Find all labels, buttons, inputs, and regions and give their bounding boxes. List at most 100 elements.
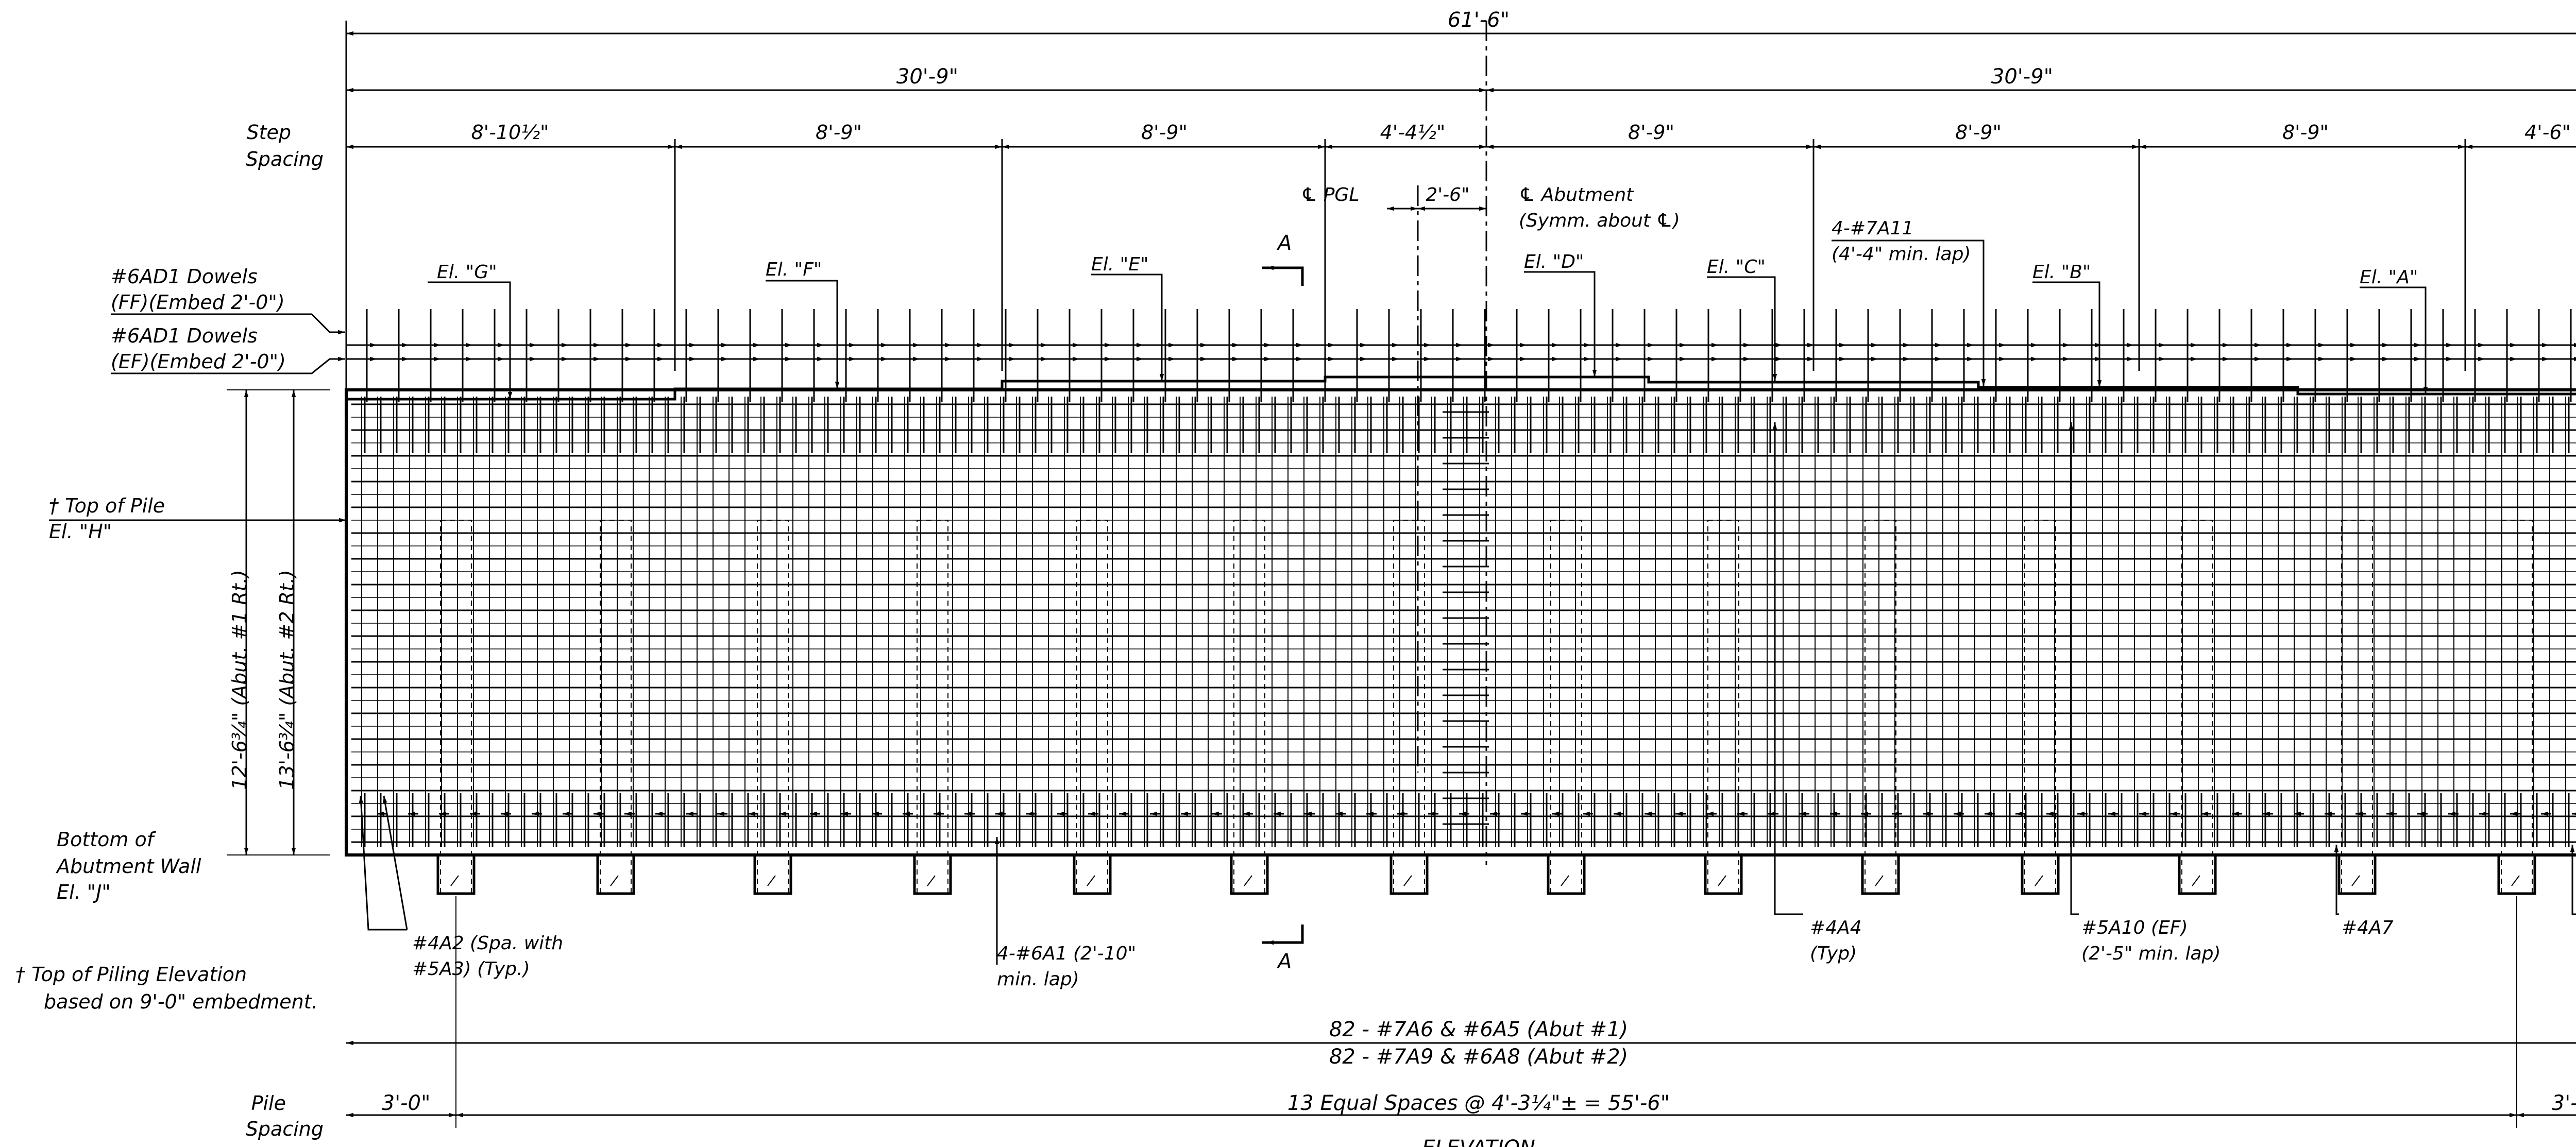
wall-stepped-top [346,375,2576,401]
leader-line [2334,845,2339,915]
piles [436,520,2536,895]
pile-stub [2021,855,2060,895]
half-dimension-left: 30'-9" [896,65,958,89]
pile-spacing-label-2: Spacing [246,1118,324,1140]
leader-lines [49,239,2576,965]
pile-break-mark [1561,875,1569,886]
leader-line [1772,422,1803,915]
pile-stub [1704,855,1743,895]
elevation-label-d: El. "D" [1524,251,1584,272]
pile-stub [1389,855,1429,895]
step-dim-2: 8'-9" [816,121,862,144]
pgl-offset-dim: 2'-6" [1426,184,1469,206]
pile-spacing-label: Pile [251,1092,286,1115]
pile-break-mark [2351,875,2360,886]
pile-break-mark [1087,875,1095,886]
note-5a10: #5A10 (EF) [2081,917,2188,938]
piling-elevation-note-2: based on 9'-0" embedment. [44,990,318,1013]
elevation-label-f: El. "F" [766,259,822,280]
step-dim-5: 8'-9" [1628,121,1674,144]
drawing-caption: ELEVATION [1422,1136,1535,1147]
dowel-note-ff-2: (FF)(Embed 2'-0") [111,291,285,314]
pile-stub [2337,855,2377,895]
note-4a2: #4A2 (Spa. with [412,933,563,954]
piling-elevation-note: † Top of Piling Elevation [15,963,247,986]
dimension-lines [227,21,2576,1128]
elevation-label-a: El. "A" [2360,267,2418,288]
pile-embedment [2341,520,2373,894]
pile-embedment [2181,520,2213,894]
step-dim-6: 8'-9" [1955,121,2002,144]
elevation-label-c: El. "C" [1707,256,1766,278]
pgl-label: ℄ PGL [1301,184,1359,206]
overall-dimension: 61'-6" [1448,8,1510,32]
step-spacing-label: Step [246,121,291,144]
leader-line [359,795,407,931]
pile-dim-right: 3'-0" [2552,1091,2576,1115]
pile-break-mark [1718,875,1726,886]
half-dimension-right: 30'-9" [1991,65,2053,89]
symmetry-note: (Symm. about ℄) [1519,210,1680,231]
leader-line [2069,422,2079,915]
pile-break-mark [767,875,776,886]
a11-note-2: (4'-4" min. lap) [1832,244,1971,265]
bottom-of-wall-label: Bottom of [57,828,157,851]
dowel-note-ef-2: (EF)(Embed 2'-0") [111,350,286,373]
leader-line [1091,273,1164,381]
pile-stub [1073,855,1112,895]
pile-break-mark [450,875,459,886]
leader-line [766,280,840,389]
pile-embedment [917,520,948,894]
leader-line [428,281,513,399]
height-dim-abut-2: 13'-6¾" (Abut. #2 Rt.) [276,570,298,790]
height-dim-abut-1: 12'-6¾" (Abut. #1 Rt.) [228,570,251,790]
bar-count-abut-1: 82 - #7A6 & #6A5 (Abut #1) [1329,1018,1628,1041]
leader-line [1707,276,1777,381]
pile-break-mark [2511,875,2520,886]
pile-break-mark [1244,875,1252,886]
wall-outline [345,388,2576,857]
pile-embedment [2024,520,2056,894]
leader-line [1832,239,1986,386]
pile-stub [1547,855,1586,895]
a11-note: 4-#7A11 [1832,218,1913,239]
pile-embedment [1233,520,1265,894]
pile-embedment [1707,520,1739,894]
pile-embedment [1865,520,1896,894]
note-4a2-2: #5A3) (Typ.) [412,958,530,980]
step-dim-1: 8'-10½" [471,121,549,144]
pile-break-mark [927,875,936,886]
note-4a4-2: (Typ) [1810,943,1857,964]
step-dim-8: 4'-6" [2524,121,2571,144]
leader-line [2570,845,2576,915]
elevation-label-b: El. "B" [2032,262,2091,283]
section-mark-top: A [1276,231,1292,255]
pile-break-mark [1403,875,1412,886]
note-6a1: 4-#6A1 (2'-10" [997,943,1136,964]
bottom-of-wall-elevation: El. "J" [57,881,111,903]
note-4a4: #4A4 [1810,917,1862,938]
note-5a10-2: (2'-5" min. lap) [2081,943,2221,964]
note-6a1-2: min. lap) [997,969,1079,990]
abutment-centerline-label: ℄ Abutment [1519,184,1634,206]
pile-dim-middle: 13 Equal Spaces @ 4'-3¼"± = 55'-6" [1287,1091,1670,1115]
pile-stub [2497,855,2536,895]
leader-line [1524,271,1597,377]
pile-embedment [757,520,789,894]
note-4a7: #4A7 [2342,917,2394,938]
dowel-note-ff: #6AD1 Dowels [111,265,258,288]
top-of-pile-elevation: El. "H" [49,520,112,543]
pile-stub [753,855,792,895]
pile-stub [1230,855,1269,895]
leader-line [111,313,345,335]
bar-count-abut-2: 82 - #7A9 & #6A8 (Abut #2) [1329,1045,1628,1069]
pile-embedment [2501,520,2533,894]
bottom-of-wall-label-2: Abutment Wall [55,855,201,878]
pile-embedment [1076,520,1108,894]
pile-break-mark [2192,875,2200,886]
pile-break-mark [1875,875,1884,886]
section-cut-top [1262,266,1304,286]
dowel-note-ef: #6AD1 Dowels [111,324,258,347]
pile-stub [1861,855,1900,895]
